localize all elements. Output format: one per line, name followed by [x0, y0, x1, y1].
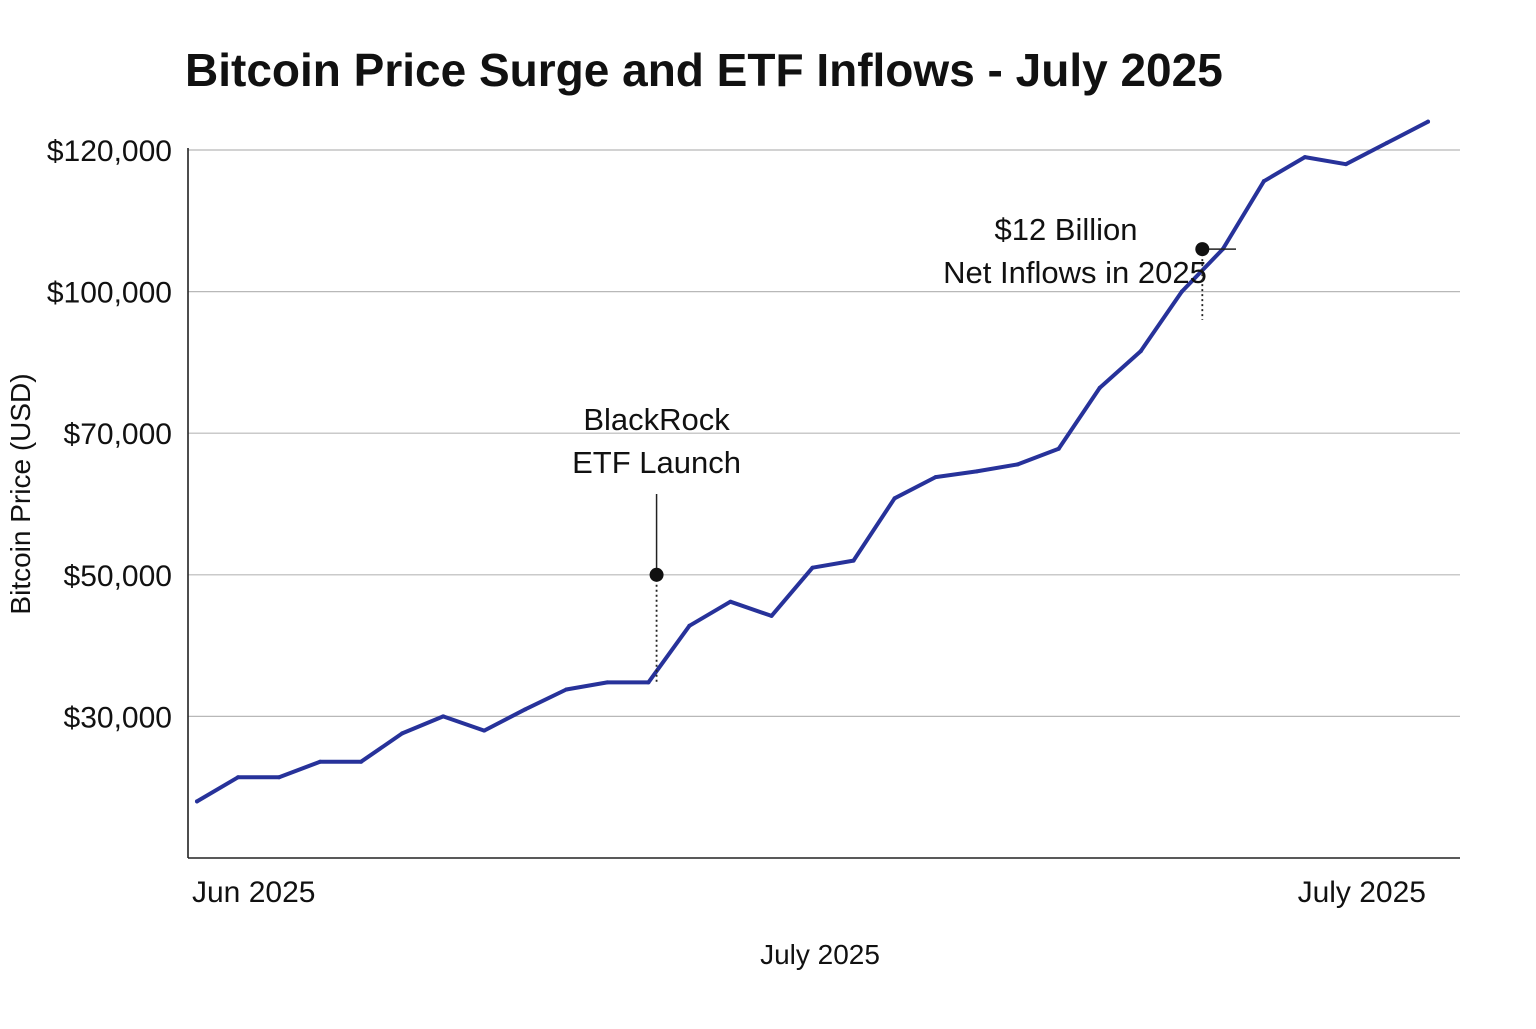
- data-point: [933, 475, 938, 480]
- data-point: [1138, 349, 1143, 354]
- x-axis-label: July 2025: [760, 939, 880, 970]
- data-point: [195, 799, 199, 804]
- gridlines: [188, 149, 1460, 718]
- data-point: [1302, 155, 1307, 160]
- data-point: [1015, 462, 1020, 467]
- data-point: [236, 775, 241, 780]
- data-point: [1261, 179, 1266, 184]
- data-point: [851, 558, 856, 563]
- y-tick-label: $50,000: [64, 560, 172, 593]
- annotations: BlackRock ETF Launch $12 Billion Net Inflow…: [572, 212, 1236, 683]
- chart-title: Bitcoin Price Surge and ETF Inflows - Ju…: [185, 44, 1223, 96]
- y-tick-label: $30,000: [64, 701, 172, 734]
- y-tick-label: $120,000: [47, 135, 172, 168]
- series-layer: [195, 119, 1430, 804]
- x-tick-labels: Jun 2025 July 2025: [192, 876, 1426, 909]
- annotation-blackrock-line2: ETF Launch: [572, 445, 741, 480]
- y-tick-labels: $120,000 $100,000 $70,000 $50,000 $30,000: [47, 135, 172, 734]
- data-point: [359, 759, 364, 764]
- data-point: [1426, 119, 1430, 124]
- annotation-inflows-line2: Net Inflows in 2025: [943, 255, 1207, 290]
- data-point: [564, 687, 569, 692]
- annotation-marker: [1195, 242, 1210, 257]
- data-point: [400, 731, 405, 736]
- data-point: [523, 707, 528, 712]
- annotation-blackrock-line1: BlackRock: [583, 402, 730, 437]
- data-point: [1343, 162, 1348, 167]
- data-point: [974, 469, 979, 474]
- data-point: [277, 775, 282, 780]
- annotation-inflows-line1: $12 Billion: [994, 212, 1137, 247]
- data-point: [810, 565, 815, 570]
- x-tick-label: Jun 2025: [192, 876, 315, 909]
- data-point: [1056, 446, 1061, 451]
- data-point: [1384, 140, 1389, 145]
- data-point: [441, 714, 446, 719]
- y-tick-label: $100,000: [47, 277, 172, 310]
- y-axis-label: Bitcoin Price (USD): [5, 373, 36, 614]
- data-point: [605, 680, 610, 685]
- data-point: [646, 680, 651, 685]
- data-point: [318, 759, 323, 764]
- data-point: [482, 728, 487, 733]
- data-point: [1179, 289, 1184, 294]
- data-point: [687, 623, 692, 628]
- data-point: [728, 599, 733, 604]
- y-tick-label: $70,000: [64, 418, 172, 451]
- price-series-line: [195, 119, 1430, 804]
- annotation-marker: [649, 567, 664, 582]
- x-tick-label: July 2025: [1298, 876, 1426, 909]
- data-point: [1097, 385, 1102, 390]
- data-point: [892, 496, 897, 501]
- data-point: [769, 613, 774, 618]
